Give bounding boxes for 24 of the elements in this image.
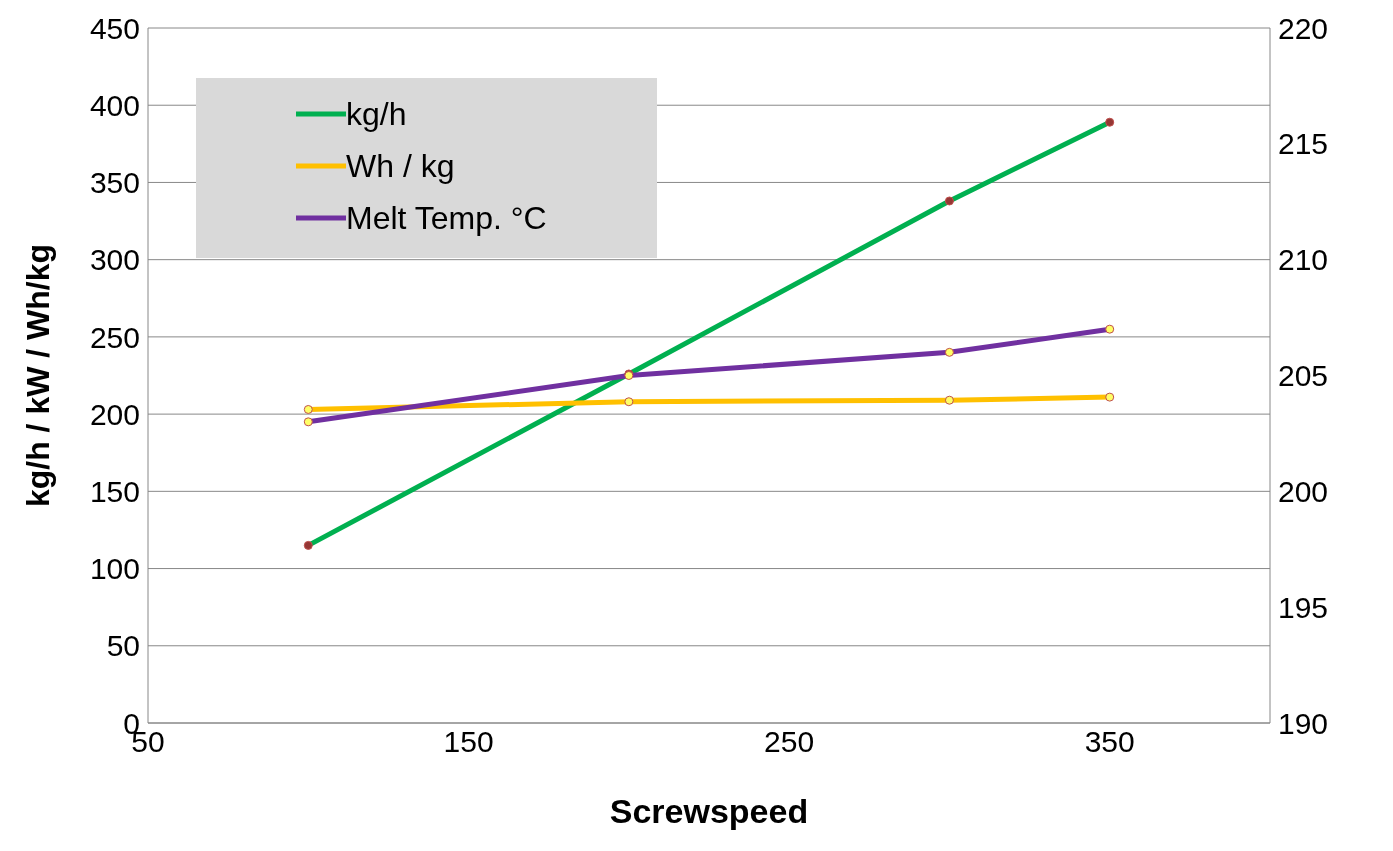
y-axis-title: kg/h / kW / Wh/kg xyxy=(20,243,57,508)
y-tick-label: 100 xyxy=(89,552,140,586)
y-tick-label: 50 xyxy=(106,629,140,663)
x-axis-title: Screwspeed xyxy=(609,792,809,830)
y2-tick-label: 190 xyxy=(1278,706,1329,740)
x-tick-label: 150 xyxy=(443,725,494,759)
legend-label: Wh / kg xyxy=(346,147,455,185)
y2-tick-label: 205 xyxy=(1278,359,1329,393)
y-tick-label: 400 xyxy=(89,88,140,122)
y-tick-label: 200 xyxy=(89,397,140,431)
legend-label: Melt Temp. °C xyxy=(346,199,547,237)
x-tick-label: 250 xyxy=(764,725,815,759)
y-tick-label: 450 xyxy=(89,11,140,45)
y-tick-label: 300 xyxy=(89,243,140,277)
y2-tick-label: 210 xyxy=(1278,243,1329,277)
y2-tick-label: 220 xyxy=(1278,11,1329,45)
y2-tick-label: 215 xyxy=(1278,127,1329,161)
y-tick-label: 150 xyxy=(89,474,140,508)
legend-label: kg/h xyxy=(346,95,407,133)
y-tick-label: 350 xyxy=(89,166,140,200)
x-tick-label: 350 xyxy=(1084,725,1135,759)
y2-tick-label: 200 xyxy=(1278,474,1329,508)
y-tick-label: 250 xyxy=(89,320,140,354)
y2-tick-label: 195 xyxy=(1278,590,1329,624)
